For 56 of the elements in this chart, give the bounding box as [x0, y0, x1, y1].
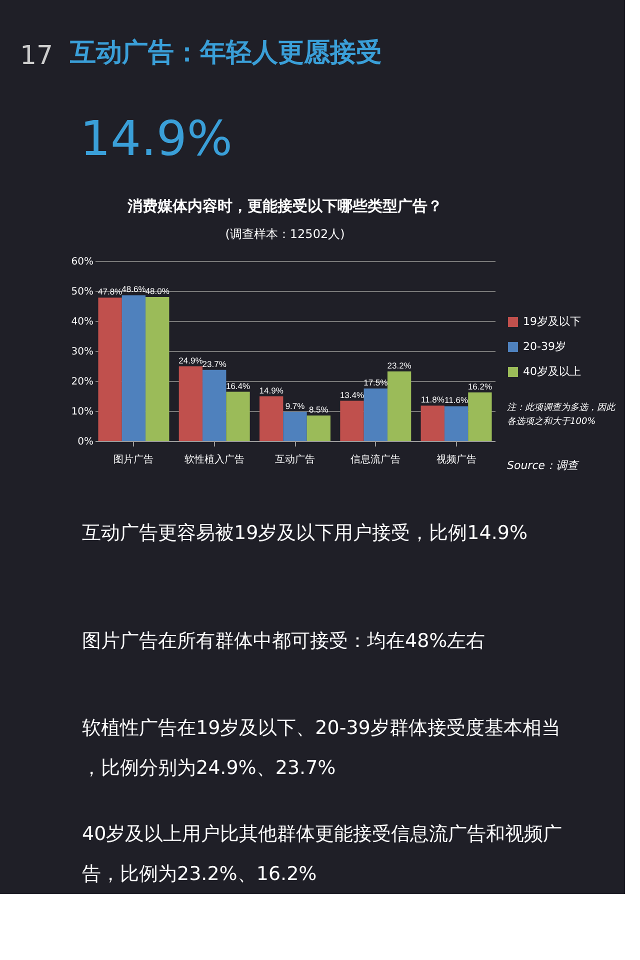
y-tick-label: 60% [71, 256, 94, 268]
text: 注：此项调查为多选，因此各选项之和大于100% [507, 402, 616, 428]
x-tick-label: 软性植入广告 [184, 454, 244, 466]
bar [468, 392, 492, 441]
y-tick-label: 50% [71, 286, 94, 298]
bar [98, 298, 122, 441]
y-tick-label: 20% [71, 376, 94, 388]
y-tick-label: 10% [71, 406, 94, 418]
x-tick-label: 视频广告 [436, 454, 476, 466]
source-note: Source：调查 [507, 459, 580, 472]
y-tick-label: 0% [78, 436, 94, 448]
bar [283, 412, 307, 441]
bar [306, 416, 330, 441]
bar [178, 366, 203, 441]
text: 23.7% [202, 358, 226, 369]
bar [122, 295, 146, 441]
y-tick-label: 40% [71, 316, 94, 328]
legend-label: 20-39岁 [523, 340, 566, 353]
text: 16.2% [468, 381, 492, 392]
text: 8.5% [308, 404, 328, 414]
text: 16.4% [226, 380, 250, 391]
chart-title: 消费媒体内容时，更能接受以下哪些类型广告？ [126, 197, 442, 215]
text: 软植性广告在19岁及以下、20-39岁群体接受度基本相当，比例分别为24.9%、23.7% [82, 717, 560, 779]
bar [444, 406, 468, 441]
text: 14.9% [80, 111, 232, 167]
text: 24.9% [178, 355, 203, 366]
text: 40岁及以上用户比其他群体更能接受信息流广告和视频广告，比例为23.2%、16.2% [82, 823, 562, 885]
x-tick-label: 互动广告 [275, 454, 315, 466]
text: 图片广告在所有群体中都可接受：均在48%左右 [82, 630, 486, 652]
bar [226, 392, 250, 441]
text: 17.5% [364, 378, 388, 388]
bar [146, 297, 170, 441]
bar [202, 370, 226, 441]
x-tick-label: 图片广告 [114, 454, 154, 466]
bar [387, 371, 412, 441]
bar [260, 396, 284, 441]
text: 17 [20, 41, 54, 71]
bar [364, 388, 388, 441]
legend-label: 19岁及以下 [523, 315, 581, 328]
text: 13.4% [340, 390, 364, 400]
text: 互动广告更容易被19岁及以下用户接受，比例14.9% [82, 522, 528, 544]
text: 23.2% [387, 360, 412, 370]
text: 9.7% [285, 400, 305, 411]
legend-label: 40岁及以上 [523, 365, 581, 378]
bar [420, 406, 444, 441]
text: 48.6% [122, 284, 146, 294]
text: 11.8% [420, 394, 444, 405]
bar [340, 400, 364, 441]
x-tick-label: 信息流广告 [350, 454, 401, 466]
y-tick-label: 30% [71, 346, 94, 358]
annotation: 14.9% [259, 385, 284, 396]
chart-subtitle: (调查样本：12502人) [225, 227, 345, 241]
text: 47.8% [98, 286, 122, 297]
text: 48.0% [145, 286, 170, 296]
text: 11.6% [444, 395, 468, 406]
text: 互动广告：年轻人更愿接受 [69, 38, 382, 68]
